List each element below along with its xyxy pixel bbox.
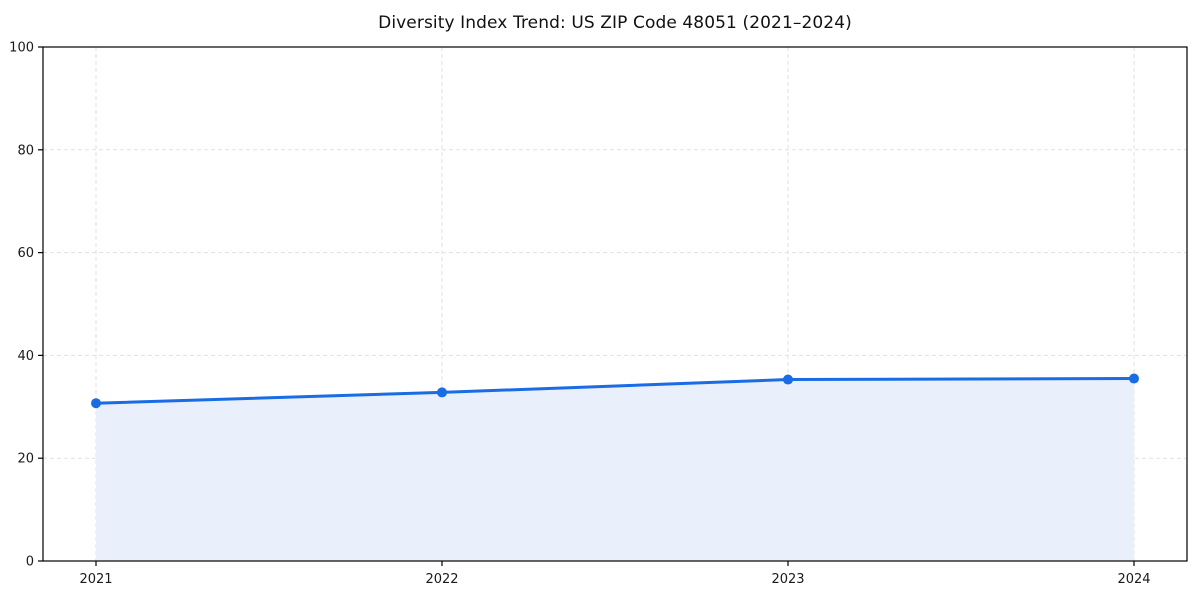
data-point-marker: [783, 374, 793, 385]
y-axis-tick-label: 40: [17, 349, 34, 364]
data-point-marker: [91, 398, 101, 409]
trend-line: [94, 377, 1136, 405]
x-axis-tick-label: 2022: [425, 572, 458, 587]
x-axis-tick-label: 2021: [79, 572, 112, 587]
x-axis-tick-label: 2024: [1117, 572, 1150, 587]
y-axis-tick-label: 60: [17, 246, 34, 261]
y-axis-tick-label: 100: [9, 41, 34, 56]
data-point-marker: [437, 387, 447, 398]
x-axis-tick-label: 2023: [771, 572, 804, 587]
area-fill: [96, 378, 1134, 561]
y-axis-tick-label: 0: [26, 555, 34, 570]
plot-border: [42, 46, 1188, 562]
data-point-marker: [1129, 373, 1139, 384]
y-axis-tick-label: 80: [17, 143, 34, 158]
y-axis-tick-label: 20: [17, 452, 34, 467]
chart-title: Diversity Index Trend: US ZIP Code 48051…: [378, 13, 852, 33]
